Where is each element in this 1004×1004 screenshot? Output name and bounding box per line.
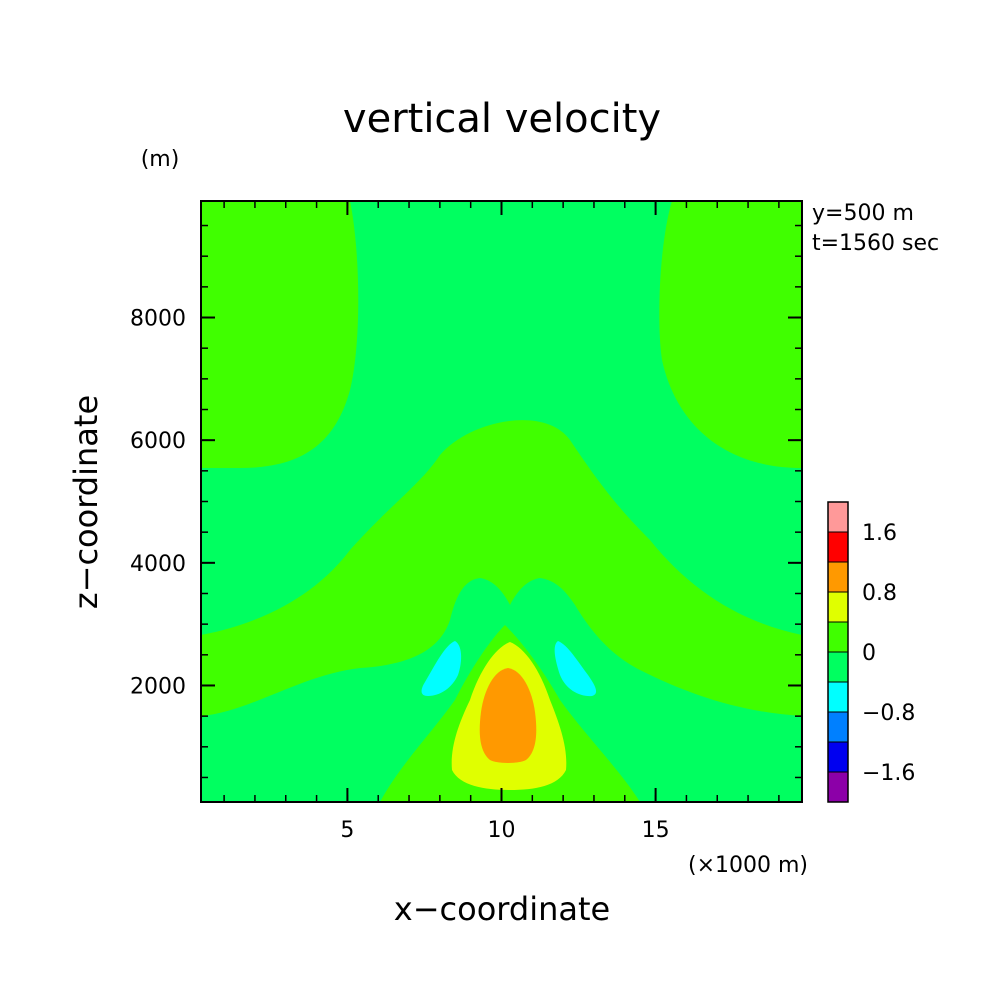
x-unit-label: (×1000 m) [688,853,808,878]
colorbar-swatch [828,562,848,592]
annotation-t: t=1560 sec [812,231,939,256]
x-tick-label: 15 [642,818,670,843]
annotation-y: y=500 m [812,201,914,226]
x-axis-label: x−coordinate [394,890,610,928]
colorbar-swatch [828,712,848,742]
y-tick-label: 2000 [130,674,186,699]
colorbar-swatch [828,622,848,652]
y-tick-label: 8000 [130,307,186,332]
y-unit-label: (m) [141,147,180,172]
colorbar-label: 1.6 [862,521,897,546]
colorbar-swatch [828,652,848,682]
x-tick-labels: 5 10 15 [340,818,669,843]
colorbar-swatch [828,592,848,622]
y-axis-label: z−coordinate [67,395,105,609]
colorbar-swatch [828,502,848,532]
band-left-upper [201,201,359,468]
band-right-upper [659,201,802,468]
colorbar-swatch [828,532,848,562]
x-tick-label: 10 [488,818,516,843]
major-ticks [201,201,802,802]
band-center-plume [201,420,802,716]
plot-area [200,200,803,803]
colorbar: 1.6 0.8 0 −0.8 −1.6 [827,501,915,803]
band-updraft-orange [479,668,537,763]
colorbar-swatch [828,772,848,802]
band-downdraft-left [421,641,462,696]
colorbar-swatch [828,682,848,712]
x-tick-label: 5 [340,818,354,843]
colorbar-swatch [828,742,848,772]
chart-title: vertical velocity [343,96,661,142]
colorbar-label: 0 [862,641,876,666]
y-tick-label: 6000 [130,429,186,454]
colorbar-label: −1.6 [862,761,915,786]
colorbar-label: 0.8 [862,581,897,606]
y-tick-label: 4000 [130,552,186,577]
y-tick-labels: 2000 4000 6000 8000 [130,307,186,700]
colorbar-label: −0.8 [862,701,915,726]
band-downdraft-right [554,641,597,697]
